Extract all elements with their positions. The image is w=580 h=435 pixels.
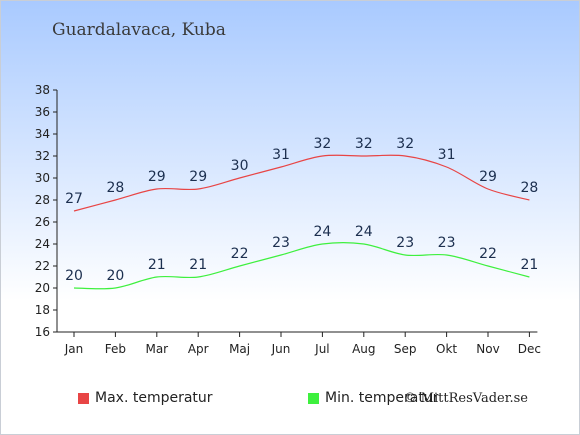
y-tick-label: 38 bbox=[35, 83, 50, 97]
legend-min: Min. temperatur bbox=[308, 390, 438, 406]
legend-max: Max. temperatur bbox=[78, 390, 213, 406]
x-tick-label: Maj bbox=[229, 342, 250, 356]
legend-max-label: Max. temperatur bbox=[95, 390, 213, 406]
max-temp-data-label: 28 bbox=[106, 180, 124, 196]
x-tick-label: Mar bbox=[145, 342, 168, 356]
max-temp-data-label: 29 bbox=[189, 169, 207, 185]
y-tick-label: 28 bbox=[35, 193, 50, 207]
x-tick-label: Feb bbox=[105, 342, 126, 356]
y-tick-label: 30 bbox=[35, 171, 50, 185]
min-temp-data-label: 23 bbox=[272, 235, 290, 251]
min-temp-data-label: 20 bbox=[106, 268, 124, 284]
max-temp-data-label: 32 bbox=[313, 136, 331, 152]
location-title: Guardalavaca, Kuba bbox=[52, 20, 226, 40]
x-tick-label: Sep bbox=[394, 342, 417, 356]
max-temp-data-label: 31 bbox=[438, 147, 456, 163]
max-temp-data-label: 28 bbox=[520, 180, 538, 196]
max-temp-data-label: 32 bbox=[355, 136, 373, 152]
min-temp-data-label: 22 bbox=[479, 246, 497, 262]
min-temp-line bbox=[73, 242, 530, 290]
y-tick-label: 24 bbox=[35, 237, 50, 251]
y-tick-label: 36 bbox=[35, 105, 50, 119]
min-temp-data-label: 24 bbox=[313, 224, 331, 240]
legend-min-label: Min. temperatur bbox=[325, 390, 439, 406]
x-tick-label: Jul bbox=[314, 342, 329, 356]
y-tick-label: 22 bbox=[35, 259, 50, 273]
x-tick-label: Okt bbox=[436, 342, 457, 356]
y-tick-label: 20 bbox=[35, 281, 50, 295]
x-tick-label: Aug bbox=[352, 342, 375, 356]
y-tick-label: 26 bbox=[35, 215, 50, 229]
max-temp-data-label: 29 bbox=[148, 169, 166, 185]
min-temp-data-label: 22 bbox=[231, 246, 249, 262]
min-temp-data-label: 23 bbox=[396, 235, 414, 251]
min-temp-data-label: 21 bbox=[148, 257, 166, 273]
x-tick-label: Jun bbox=[271, 342, 291, 356]
min-temp-data-label: 24 bbox=[355, 224, 373, 240]
y-tick-label: 32 bbox=[35, 149, 50, 163]
max-temp-data-label: 30 bbox=[231, 158, 249, 174]
site-credit: © MittResVader.se bbox=[403, 391, 528, 406]
min-temp-data-label: 20 bbox=[65, 268, 83, 284]
x-tick-label: Jan bbox=[64, 342, 84, 356]
max-temp-data-label: 31 bbox=[272, 147, 290, 163]
y-tick-label: 18 bbox=[35, 303, 50, 317]
max-temp-data-label: 27 bbox=[65, 191, 83, 207]
max-temp-data-label: 32 bbox=[396, 136, 414, 152]
legend-min-swatch bbox=[308, 392, 319, 404]
min-temp-data-label: 21 bbox=[189, 257, 207, 273]
max-temp-data-label: 29 bbox=[479, 169, 497, 185]
y-tick-label: 34 bbox=[35, 127, 50, 141]
y-tick-label: 16 bbox=[35, 325, 50, 339]
x-tick-label: Nov bbox=[476, 342, 499, 356]
min-temp-data-label: 23 bbox=[438, 235, 456, 251]
x-tick-label: Apr bbox=[188, 342, 209, 356]
legend-max-swatch bbox=[78, 392, 89, 404]
min-temp-data-label: 21 bbox=[520, 257, 538, 273]
max-temp-line bbox=[73, 154, 530, 212]
x-tick-label: Dec bbox=[518, 342, 541, 356]
